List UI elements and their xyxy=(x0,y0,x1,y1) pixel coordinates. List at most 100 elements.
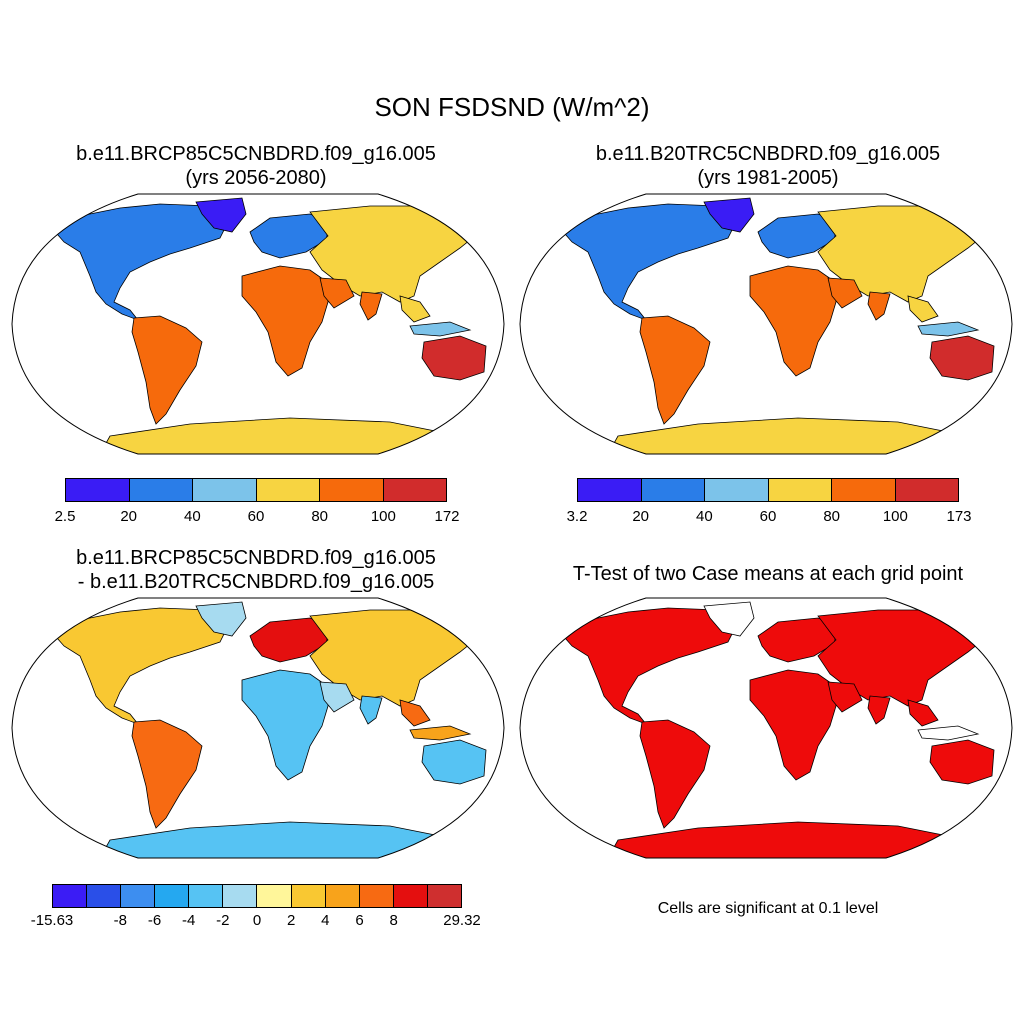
landmass-australia xyxy=(421,739,487,785)
landmass-greenland xyxy=(703,601,755,637)
landmass-antarctica xyxy=(607,417,959,454)
panel-1-map xyxy=(11,193,505,455)
colorbar-tick-label: 60 xyxy=(247,508,265,525)
panel-3-colorbar xyxy=(52,884,462,908)
main-title: SON FSDSND (W/m^2) xyxy=(374,92,650,122)
colorbar-tick-label: -6 xyxy=(147,912,162,929)
landmass-northAmerica xyxy=(557,607,739,725)
colorbar-swatch xyxy=(257,885,292,907)
landmass-arabia xyxy=(827,277,863,309)
panel-1-colorbar xyxy=(65,478,447,502)
colorbar-tick-label: 20 xyxy=(120,508,137,525)
panel-2-title: b.e11.B20TRC5CNBDRD.f09_g16.005 (yrs 198… xyxy=(512,142,1024,190)
landmass-northAmerica xyxy=(49,203,231,321)
landmass-seAsia xyxy=(399,295,431,323)
landmass-antarctica xyxy=(607,821,959,858)
landmass-southAmerica xyxy=(639,315,711,425)
landmass-southAmerica xyxy=(131,719,203,829)
panel-2-colorbar xyxy=(577,478,959,502)
colorbar-swatch xyxy=(393,885,428,907)
colorbar-swatch xyxy=(121,885,156,907)
panel-4-map xyxy=(519,597,1013,859)
colorbar-tick-label: -8 xyxy=(113,912,127,929)
colorbar-tick-label: 29.32 xyxy=(443,912,481,929)
colorbar-swatch xyxy=(895,479,958,501)
landmass-southAmerica xyxy=(131,315,203,425)
landmass-europe xyxy=(757,213,839,259)
colorbar-swatch xyxy=(832,479,896,501)
landmass-europe xyxy=(249,213,331,259)
panel-4-note: Cells are significant at 0.1 level xyxy=(657,900,879,917)
landmass-northAmerica xyxy=(49,607,231,725)
landmass-india xyxy=(359,695,383,725)
landmass-australia xyxy=(421,335,487,381)
landmass-india xyxy=(359,291,383,321)
colorbar-swatch xyxy=(155,885,190,907)
colorbar-tick-label: 172 xyxy=(434,508,460,525)
colorbar-swatch xyxy=(291,885,326,907)
landmass-seAsia xyxy=(399,699,431,727)
colorbar-swatch xyxy=(193,479,257,501)
colorbar-swatch xyxy=(66,479,130,501)
landmass-seAsia xyxy=(907,295,939,323)
landmass-arabia xyxy=(319,681,355,713)
landmass-greenland xyxy=(703,197,755,233)
colorbar-swatch xyxy=(87,885,122,907)
colorbar-tick-label: 100 xyxy=(370,508,396,525)
colorbar-tick-label: -2 xyxy=(216,912,230,929)
panel-4-title: T-Test of two Case means at each grid po… xyxy=(512,562,1024,586)
colorbar-tick-label: 80 xyxy=(311,508,328,525)
colorbar-tick-label: 173 xyxy=(946,508,972,525)
colorbar-tick-label: 20 xyxy=(632,508,649,525)
panel-3-title-line1: b.e11.BRCP85C5CNBDRD.f09_g16.005 xyxy=(76,547,436,569)
landmass-southAmerica xyxy=(639,719,711,829)
colorbar-tick-label: 4 xyxy=(321,912,330,929)
colorbar-swatch xyxy=(53,885,88,907)
panel-1-title-line2: (yrs 2056-2080) xyxy=(185,167,327,189)
colorbar-swatch xyxy=(129,479,193,501)
panel-1-title-line1: b.e11.BRCP85C5CNBDRD.f09_g16.005 xyxy=(76,143,436,165)
colorbar-swatch xyxy=(359,885,394,907)
colorbar-tick-label: 2.5 xyxy=(54,508,76,525)
landmass-africa xyxy=(241,669,331,781)
landmass-australia xyxy=(929,739,995,785)
landmass-greenland xyxy=(195,197,247,233)
landmass-australia xyxy=(929,335,995,381)
landmass-india xyxy=(867,291,891,321)
landmass-seAsia xyxy=(907,699,939,727)
landmass-europe xyxy=(249,617,331,663)
colorbar-swatch xyxy=(383,479,446,501)
colorbar-tick-label: 100 xyxy=(882,508,908,525)
colorbar-swatch xyxy=(223,885,258,907)
landmass-indonesia xyxy=(409,725,472,741)
landmass-arabia xyxy=(319,277,355,309)
landmass-greenland xyxy=(195,601,247,637)
landmass-antarctica xyxy=(99,821,451,858)
panel-3-map xyxy=(11,597,505,859)
colorbar-swatch xyxy=(768,479,832,501)
landmass-indonesia xyxy=(917,725,980,741)
colorbar-tick-label: 2 xyxy=(286,912,296,929)
colorbar-tick-label: 80 xyxy=(823,508,840,525)
colorbar-tick-label: 0 xyxy=(252,912,262,929)
landmass-northAmerica xyxy=(557,203,739,321)
landmass-india xyxy=(867,695,891,725)
landmass-africa xyxy=(749,265,839,377)
colorbar-swatch xyxy=(189,885,224,907)
panel-3-colorbar-ticks: -15.63 -8 -6 -4 -2 0 2 4 6 8 29.32 xyxy=(31,912,481,930)
landmass-africa xyxy=(749,669,839,781)
panel-4-title-line1: T-Test of two Case means at each grid po… xyxy=(572,563,964,585)
colorbar-tick-label: 60 xyxy=(759,508,777,525)
colorbar-swatch xyxy=(427,885,461,907)
colorbar-swatch xyxy=(320,479,384,501)
panel-1-title: b.e11.BRCP85C5CNBDRD.f09_g16.005 (yrs 20… xyxy=(0,142,512,190)
colorbar-tick-label: -15.63 xyxy=(30,912,74,929)
panel-2-map xyxy=(519,193,1013,455)
colorbar-swatch xyxy=(256,479,320,501)
colorbar-tick-label: -4 xyxy=(181,912,196,929)
panel-1-colorbar-ticks: 2.5 20 40 60 80 100 172 xyxy=(55,508,460,526)
panel-2-colorbar-ticks: 3.2 20 40 60 80 100 173 xyxy=(567,508,972,526)
colorbar-swatch xyxy=(705,479,769,501)
colorbar-tick-label: 40 xyxy=(695,508,713,525)
panel-3-title: b.e11.BRCP85C5CNBDRD.f09_g16.005 - b.e11… xyxy=(0,546,512,594)
